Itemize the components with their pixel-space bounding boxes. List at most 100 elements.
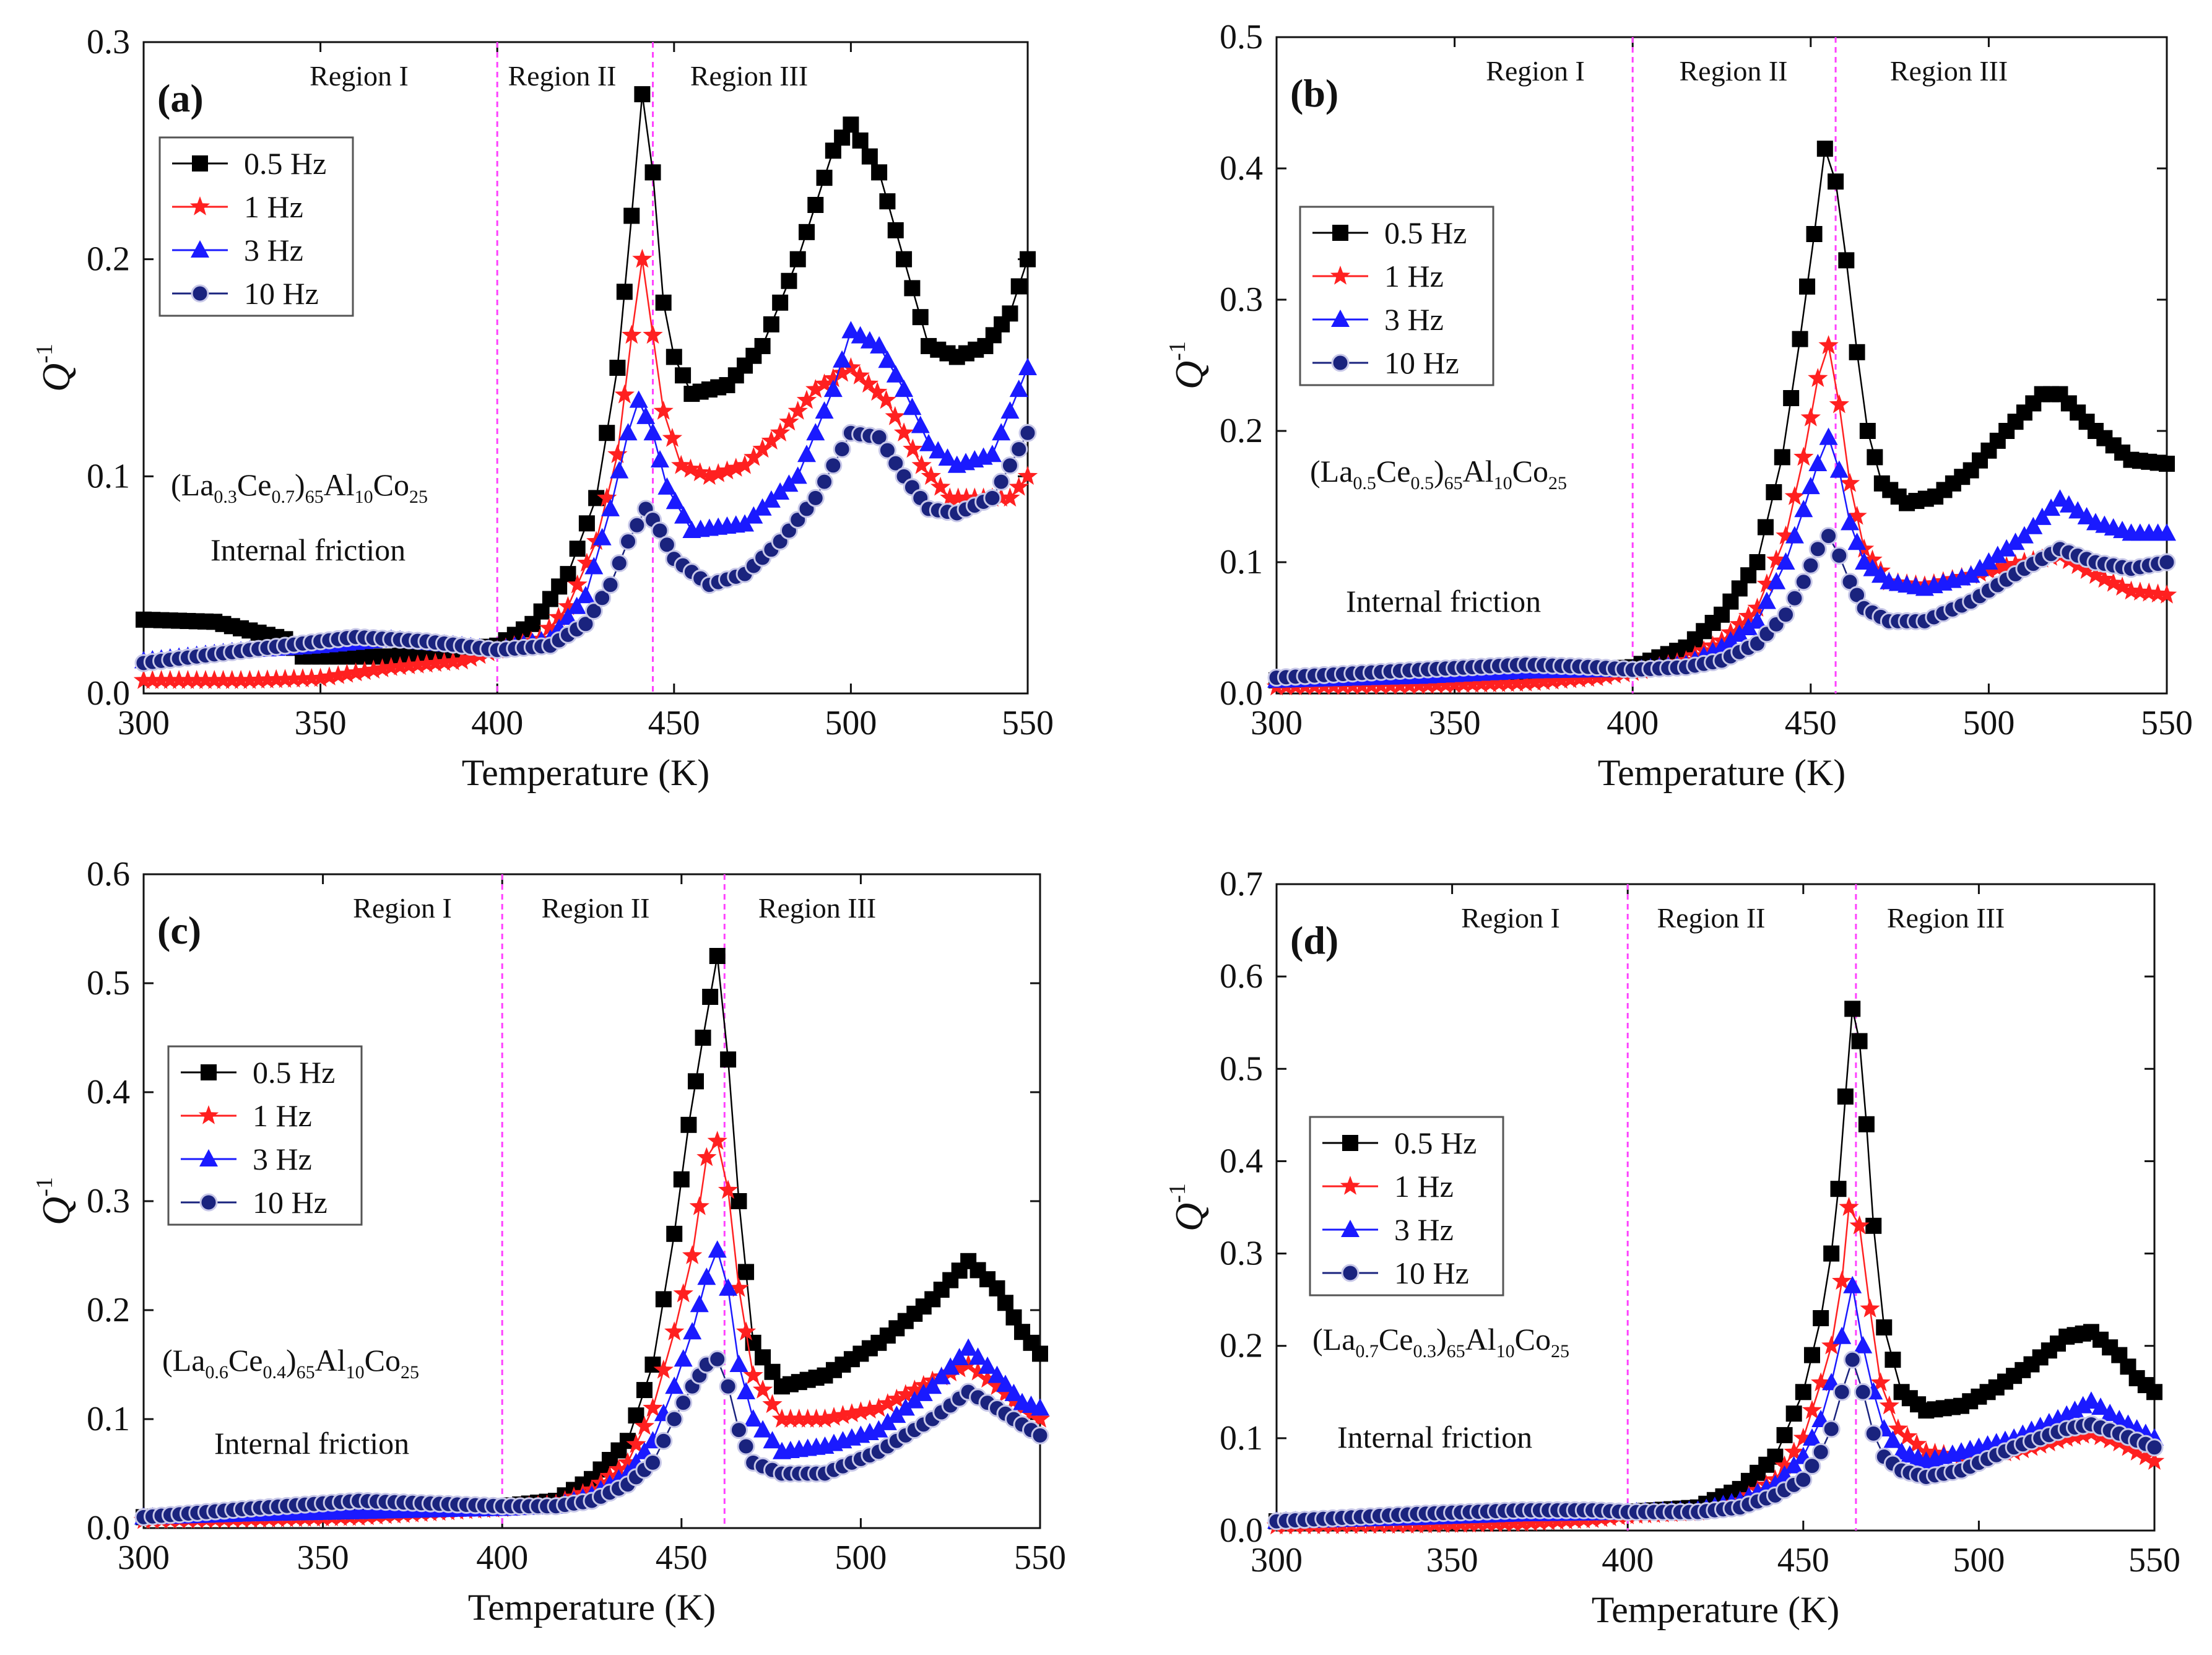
data-point	[2135, 1446, 2156, 1466]
x-tick-label: 350	[1426, 1541, 1478, 1579]
composition-label: (La0.3Ce0.7)65Al10Co25	[171, 467, 428, 507]
data-point	[195, 670, 216, 689]
data-point	[1819, 527, 1838, 545]
legend-label: 0.5 Hz	[244, 146, 326, 181]
legend: 0.5 Hz 1 Hz 3 Hz 10 Hz	[1299, 206, 1494, 386]
y-tick-label: 0.2	[1220, 412, 1263, 450]
data-point	[664, 1321, 685, 1340]
comp-sub-al: 10	[1494, 473, 1512, 493]
data-point	[729, 1277, 749, 1297]
data-point	[354, 661, 375, 680]
data-point	[887, 1405, 906, 1423]
data-point	[2103, 572, 2123, 592]
comp-part: (La	[162, 1343, 205, 1378]
data-point	[1766, 484, 1782, 500]
data-point	[823, 380, 843, 397]
data-point	[1839, 1197, 1859, 1216]
data-point	[708, 1240, 727, 1258]
data-point	[1551, 669, 1572, 689]
y-tick-label: 0.3	[1220, 280, 1263, 319]
data-point	[921, 466, 941, 485]
annotation-internal-friction: Internal friction	[1337, 1420, 1532, 1454]
data-point	[1521, 1512, 1542, 1532]
legend-marker	[191, 284, 209, 303]
data-point	[186, 670, 207, 689]
data-point	[1888, 1418, 1909, 1438]
data-point	[1380, 675, 1401, 695]
panel-label: (a)	[157, 76, 204, 120]
y-axis-title: Q-1	[32, 1177, 78, 1225]
comp-sub-la: 0.5	[1353, 473, 1376, 493]
data-point	[607, 444, 628, 463]
data-point	[779, 411, 799, 431]
data-point	[213, 670, 233, 689]
data-point	[858, 373, 879, 393]
data-point	[2005, 554, 2026, 573]
data-point	[665, 1410, 683, 1428]
data-point	[919, 433, 939, 451]
legend-marker	[192, 155, 208, 172]
data-point	[903, 438, 923, 458]
data-point	[1569, 668, 1590, 688]
data-point	[539, 617, 560, 637]
data-point	[941, 1357, 960, 1375]
data-point	[887, 222, 904, 238]
data-point	[1524, 672, 1545, 691]
data-point	[1829, 394, 1849, 414]
data-point	[735, 1321, 757, 1340]
data-point	[1794, 1470, 1813, 1489]
data-point	[780, 1409, 800, 1428]
data-point	[895, 380, 914, 397]
x-tick-label: 350	[297, 1539, 349, 1577]
y-axis-title: Q-1	[1165, 341, 1211, 389]
data-point	[644, 164, 661, 181]
data-point	[1865, 1217, 1882, 1234]
data-point	[160, 670, 180, 689]
data-point	[903, 397, 922, 415]
data-point	[2076, 560, 2097, 579]
data-point	[787, 401, 808, 420]
data-point	[869, 1420, 888, 1438]
data-point	[833, 1405, 853, 1424]
data-point	[1822, 1420, 1841, 1438]
data-point	[1803, 1347, 1820, 1363]
x-tick-label: 500	[1953, 1541, 2005, 1579]
legend-label: 3 Hz	[1394, 1212, 1454, 1247]
data-point	[1783, 390, 1800, 406]
data-point	[1507, 672, 1527, 692]
data-point	[1838, 252, 1855, 269]
data-point	[1489, 673, 1509, 692]
annotation-internal-friction: Internal friction	[1346, 584, 1541, 619]
data-point	[619, 532, 638, 551]
data-point	[634, 1415, 655, 1435]
data-point	[1453, 674, 1474, 693]
data-point	[729, 1355, 748, 1372]
y-tick-label: 0.2	[1220, 1327, 1263, 1365]
x-tick-label: 300	[118, 704, 170, 742]
data-point	[363, 659, 384, 679]
comp-part: Al	[1465, 1322, 1496, 1357]
data-point	[610, 554, 628, 573]
data-point	[1747, 597, 1767, 617]
data-point	[1971, 558, 1990, 576]
data-point	[1426, 674, 1447, 694]
data-point	[687, 1073, 704, 1090]
data-point	[133, 670, 154, 689]
x-tick-label: 400	[1607, 704, 1659, 742]
data-point	[558, 607, 578, 625]
data-point	[230, 670, 251, 689]
region-label: Region I	[1486, 55, 1585, 87]
data-point	[871, 164, 888, 181]
data-point	[592, 528, 612, 545]
y-axis-title-q: Q	[34, 363, 78, 392]
data-point	[142, 670, 163, 689]
data-point	[1498, 672, 1518, 692]
data-point	[416, 653, 437, 673]
data-point	[978, 1356, 997, 1374]
comp-part: (La	[171, 467, 214, 502]
comp-sub-co: 25	[1548, 473, 1567, 493]
data-point	[1997, 556, 2017, 575]
data-point	[1907, 1433, 1927, 1453]
data-point	[328, 665, 349, 684]
